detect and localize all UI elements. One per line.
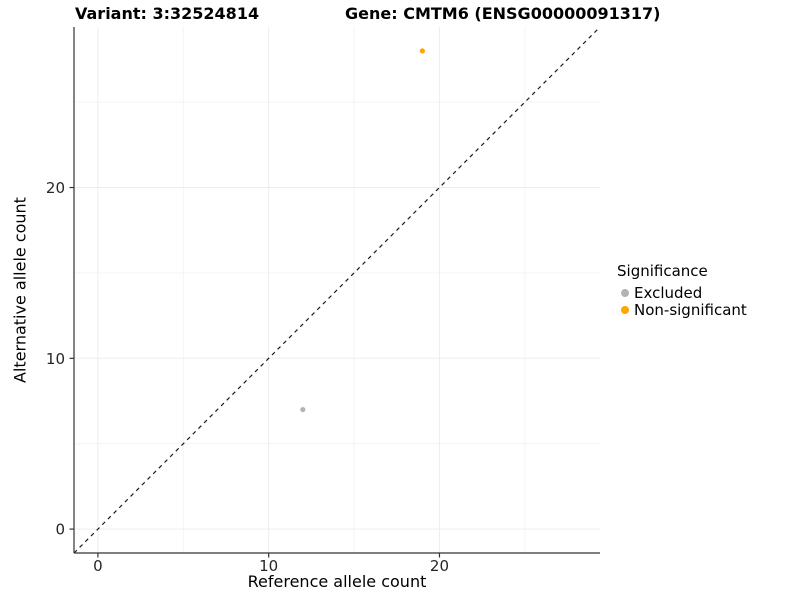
x-axis-label: Reference allele count [247, 572, 427, 591]
plot-title-gene: Gene: CMTM6 (ENSG00000091317) [345, 4, 661, 23]
legend-item-non-significant: Non-significant [617, 300, 747, 319]
legend-label-excluded: Excluded [634, 283, 703, 302]
x-tick-label: 20 [430, 557, 449, 575]
legend-title: Significance [617, 262, 708, 280]
y-axis-label: Alternative allele count [10, 197, 30, 383]
identity-dashed-line [73, 26, 601, 554]
y-tick-label: 0 [55, 521, 65, 539]
plot-title-variant: Variant: 3:32524814 [75, 4, 260, 23]
legend-dot-non-significant-icon [621, 305, 629, 314]
x-tick-label: 0 [93, 557, 103, 575]
data-point-excluded [300, 406, 306, 413]
data-point-non-significant [419, 48, 425, 54]
legend-item-excluded: Excluded [617, 283, 747, 302]
legend: Significance Excluded Non-significant [617, 262, 747, 319]
y-tick-label: 10 [46, 350, 65, 368]
y-tick-label: 20 [46, 179, 65, 197]
x-tick-label: 10 [259, 557, 278, 575]
legend-dot-excluded-icon [621, 288, 629, 297]
legend-label-non-significant: Non-significant [634, 300, 747, 319]
